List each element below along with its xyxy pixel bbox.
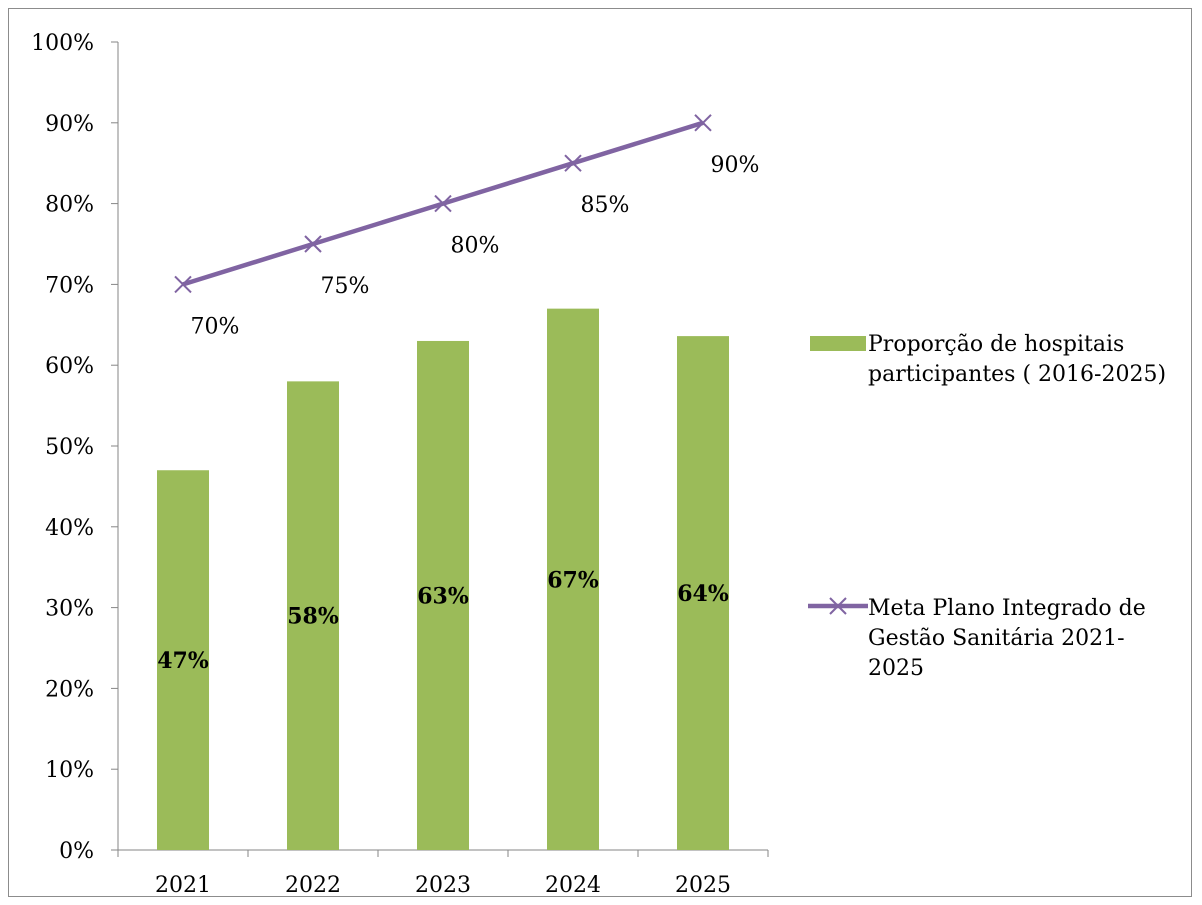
bar [547,308,599,850]
bar-data-label: 67% [547,567,599,593]
legend-label-bars: participantes ( 2016-2025) [868,362,1166,387]
bar-series: 47% 58% 63% 67% 64% [157,308,729,850]
line-point-marker [564,154,582,172]
marker-stroke [694,114,712,132]
legend-label-line: Gestão Sanitária 2021- [868,626,1125,651]
y-tick-label: 70% [45,273,94,298]
bar [287,381,339,850]
x-tick-label: 2024 [545,873,601,898]
y-tick-label: 50% [45,435,94,460]
marker-stroke [304,235,322,253]
marker-stroke [564,154,582,172]
x-tick-label: 2021 [155,873,211,898]
line-point-marker [434,194,452,213]
y-tick-label: 90% [45,112,94,137]
bar-data-label: 63% [417,583,469,609]
y-tick-label: 10% [45,758,94,783]
x-tick-label: 2023 [415,873,471,898]
legend-label-line: 2025 [868,656,924,681]
legend-marker-stroke [829,597,847,615]
legend-swatch-bars [810,336,866,351]
line-data-label: 85% [581,193,630,218]
line-data-label: 70% [191,314,240,339]
y-tick-label: 100% [31,31,94,56]
x-tick-label: 2022 [285,873,341,898]
line-point-marker [174,275,192,294]
y-tick-label: 60% [45,354,94,379]
x-axis: 2021 2022 2023 2024 2025 [117,849,769,898]
legend-label-line: Meta Plano Integrado de [868,596,1146,621]
marker-stroke [174,275,192,294]
marker-stroke [434,194,452,213]
line-point-marker [694,114,712,132]
bar [157,470,209,850]
legend-label-bars: Proporção de hospitais [868,332,1124,357]
bar [417,340,469,850]
y-tick-label: 80% [45,193,94,218]
line-series: 70% 75% 80% 85% 90% [174,114,760,339]
line-data-label: 75% [321,274,370,299]
line-data-label: 90% [711,153,760,178]
y-tick-label: 40% [45,516,94,541]
y-tick-label: 0% [59,839,94,864]
bar-data-label: 58% [287,604,339,630]
bar-data-label: 47% [157,648,209,674]
y-tick-label: 20% [45,677,94,702]
bar-data-label: 64% [677,581,729,607]
x-tick-label: 2025 [675,873,731,898]
legend: Proporção de hospitais participantes ( 20… [808,332,1166,681]
line-data-label: 80% [451,234,500,259]
y-axis: 0% 10% 20% 30% 40% 50% 60% 70% 80% 90% 100% [31,31,119,864]
bar [677,336,729,850]
line-point-marker [304,235,322,253]
y-tick-label: 30% [45,597,94,622]
